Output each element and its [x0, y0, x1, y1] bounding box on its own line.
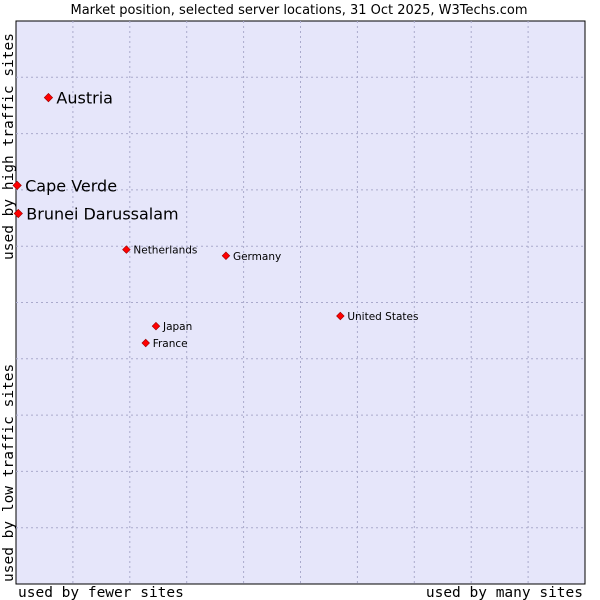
- point-marker-netherlands: [122, 245, 131, 254]
- point-label-cape-verde: Cape Verde: [25, 176, 117, 195]
- point-marker-united-states: [336, 311, 345, 321]
- chart-title: Market position, selected server locatio…: [70, 3, 527, 18]
- data-points: Austria Cape Verde Brunei Darussalam Nether…: [12, 89, 418, 350]
- y-axis-label-bottom: used by low traffic sites: [1, 364, 17, 582]
- x-axis-label-left: used by fewer sites: [18, 585, 184, 600]
- point-label-netherlands: Netherlands: [133, 245, 197, 257]
- point-label-austria: Austria: [56, 89, 113, 108]
- point-label-germany: Germany: [233, 251, 281, 263]
- point-marker-cape-verde: [12, 180, 22, 191]
- point-marker-austria: [43, 92, 54, 103]
- point-marker-brunei-darussalam: [13, 208, 23, 219]
- point-label-france: France: [153, 338, 188, 350]
- point-marker-france: [141, 338, 150, 348]
- y-axis-label-top: used by high traffic sites: [1, 33, 17, 260]
- point-label-brunei-darussalam: Brunei Darussalam: [26, 205, 178, 224]
- grid-lines: [16, 21, 585, 584]
- point-marker-germany: [221, 251, 231, 260]
- point-marker-japan: [151, 321, 161, 331]
- point-label-united-states: United States: [347, 311, 418, 323]
- x-axis-label-right: used by many sites: [426, 585, 583, 600]
- point-label-japan: Japan: [162, 321, 192, 333]
